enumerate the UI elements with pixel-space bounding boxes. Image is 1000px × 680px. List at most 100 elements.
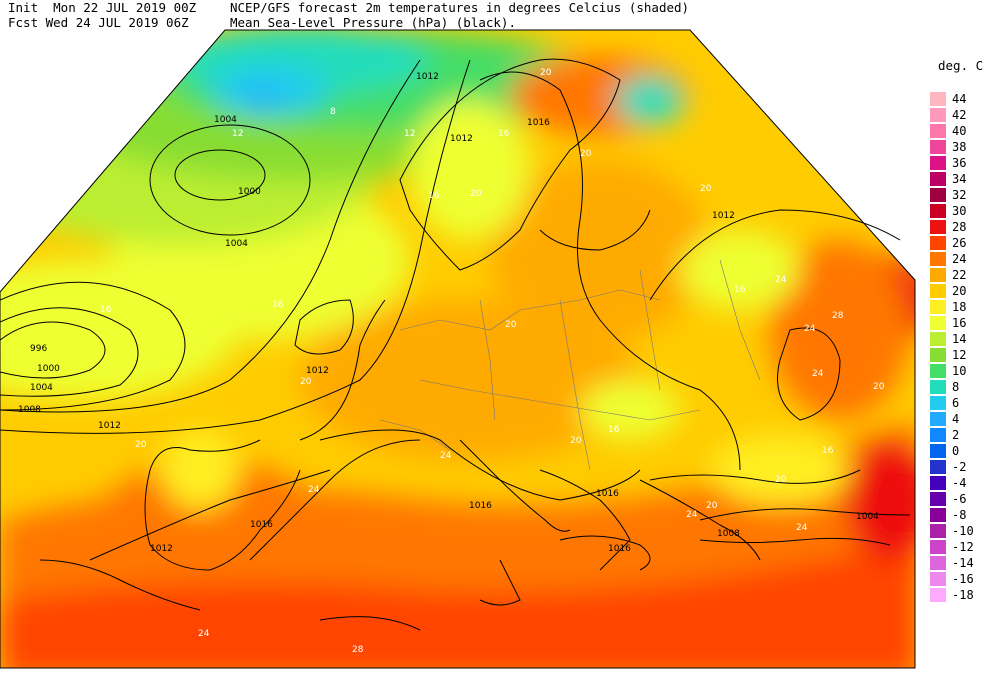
temp-label: 16 bbox=[608, 425, 620, 435]
legend-label: 40 bbox=[952, 124, 967, 138]
legend-swatch bbox=[930, 508, 946, 522]
isobar-label: 1004 bbox=[856, 512, 879, 522]
temp-label: 24 bbox=[686, 510, 698, 520]
legend-swatch bbox=[930, 460, 946, 474]
isobar-label: 1012 bbox=[150, 544, 173, 554]
legend-swatch bbox=[930, 396, 946, 410]
temp-label: 20 bbox=[706, 501, 718, 511]
legend-label: -4 bbox=[952, 476, 967, 490]
legend-swatch bbox=[930, 348, 946, 362]
legend-swatch bbox=[930, 108, 946, 122]
legend-label: 30 bbox=[952, 204, 967, 218]
legend-swatch bbox=[930, 428, 946, 442]
temp-label: 20 bbox=[873, 382, 885, 392]
legend-label: 26 bbox=[952, 236, 967, 250]
legend-label: -12 bbox=[952, 540, 974, 554]
legend-label: 12 bbox=[952, 348, 967, 362]
temp-label: 20 bbox=[570, 436, 582, 446]
isobar-label: 996 bbox=[30, 344, 47, 354]
legend-label: 28 bbox=[952, 220, 967, 234]
legend-label: -16 bbox=[952, 572, 974, 586]
legend-swatch bbox=[930, 492, 946, 506]
legend-label: 22 bbox=[952, 268, 967, 282]
temp-label: 16 bbox=[428, 191, 440, 201]
isobar-label: 1016 bbox=[596, 489, 619, 499]
legend-swatch bbox=[930, 236, 946, 250]
isobar-label: 1016 bbox=[250, 520, 273, 530]
isobar-label: 1004 bbox=[214, 115, 237, 125]
isobar-label: 1000 bbox=[238, 187, 261, 197]
temp-label: 12 bbox=[232, 129, 243, 139]
legend-label: 38 bbox=[952, 140, 967, 154]
valid-time: Fcst Wed 24 JUL 2019 06Z bbox=[8, 15, 189, 30]
isobar-label: 1012 bbox=[416, 72, 439, 82]
isobar-label: 1000 bbox=[37, 364, 60, 374]
isobar-label: 1012 bbox=[98, 421, 121, 431]
temp-label: 28 bbox=[832, 311, 844, 321]
legend-label: -14 bbox=[952, 556, 974, 570]
legend-swatch bbox=[930, 572, 946, 586]
isobar-label: 1016 bbox=[527, 118, 550, 128]
legend-swatch bbox=[930, 284, 946, 298]
temp-label: 24 bbox=[308, 485, 320, 495]
legend-label: 44 bbox=[952, 92, 967, 106]
temp-label: 24 bbox=[440, 451, 452, 461]
legend-swatch bbox=[930, 364, 946, 378]
temp-label: 16 bbox=[822, 446, 834, 456]
legend-swatch bbox=[930, 300, 946, 314]
temp-label: 8 bbox=[330, 107, 336, 117]
legend-label: 32 bbox=[952, 188, 967, 202]
legend-swatch bbox=[930, 188, 946, 202]
isobar-label: 1012 bbox=[306, 366, 329, 376]
isobar-labels: 1012 1004 1000 1004 996 1000 1004 1008 1… bbox=[18, 72, 879, 554]
legend-swatch bbox=[930, 540, 946, 554]
legend-swatch bbox=[930, 92, 946, 106]
legend-label: -6 bbox=[952, 492, 967, 506]
temp-label: 24 bbox=[198, 629, 210, 639]
legend-label: 8 bbox=[952, 380, 960, 394]
legend-swatch bbox=[930, 172, 946, 186]
legend-swatch bbox=[930, 556, 946, 570]
isobar-label: 1008 bbox=[717, 529, 740, 539]
legend-label: 24 bbox=[952, 252, 967, 266]
coastlines bbox=[39, 58, 891, 631]
forecast-title: NCEP/GFS forecast 2m temperatures in deg… bbox=[230, 0, 690, 15]
legend-swatch bbox=[930, 332, 946, 346]
isobar-label: 1016 bbox=[469, 501, 492, 511]
temp-label: 24 bbox=[775, 275, 787, 285]
temp-label: 20 bbox=[505, 320, 517, 330]
domain-outline bbox=[0, 29, 916, 669]
temp-label: 20 bbox=[135, 440, 147, 450]
isobar-label: 1004 bbox=[30, 383, 53, 393]
legend-label: -10 bbox=[952, 524, 974, 538]
legend-label: 6 bbox=[952, 396, 960, 410]
legend-label: 4 bbox=[952, 412, 960, 426]
temp-label: 20 bbox=[470, 189, 482, 199]
legend-label: 14 bbox=[952, 332, 967, 346]
init-time: Init Mon 22 JUL 2019 00Z bbox=[8, 0, 197, 15]
legend-swatch bbox=[930, 476, 946, 490]
temp-label: 16 bbox=[498, 129, 510, 139]
map-header: Init Mon 22 JUL 2019 00Z NCEP/GFS forecas… bbox=[8, 0, 689, 30]
legend-label: 0 bbox=[952, 444, 960, 458]
legend-label: 10 bbox=[952, 364, 967, 378]
legend-label: -18 bbox=[952, 588, 974, 602]
isobar-label: 1012 bbox=[712, 211, 735, 221]
country-borders bbox=[379, 259, 761, 471]
legend-swatch bbox=[930, 220, 946, 234]
isobar-label: 1016 bbox=[608, 544, 631, 554]
legend-swatch bbox=[930, 204, 946, 218]
legend-label: 20 bbox=[952, 284, 967, 298]
legend-label: -8 bbox=[952, 508, 967, 522]
temp-label: 20 bbox=[540, 68, 552, 78]
legend-label: 36 bbox=[952, 156, 967, 170]
temp-label: 20 bbox=[300, 377, 312, 387]
temperature-labels: 8 12 12 16 20 16 20 16 20 24 28 24 20 24… bbox=[100, 68, 885, 655]
pressure-title: Mean Sea-Level Pressure (hPa) (black). bbox=[230, 15, 516, 30]
temp-label: 20 bbox=[700, 184, 712, 194]
legend-label: 2 bbox=[952, 428, 960, 442]
isobar-label: 1004 bbox=[225, 239, 248, 249]
legend-swatch bbox=[930, 316, 946, 330]
temp-label: 28 bbox=[352, 645, 364, 655]
